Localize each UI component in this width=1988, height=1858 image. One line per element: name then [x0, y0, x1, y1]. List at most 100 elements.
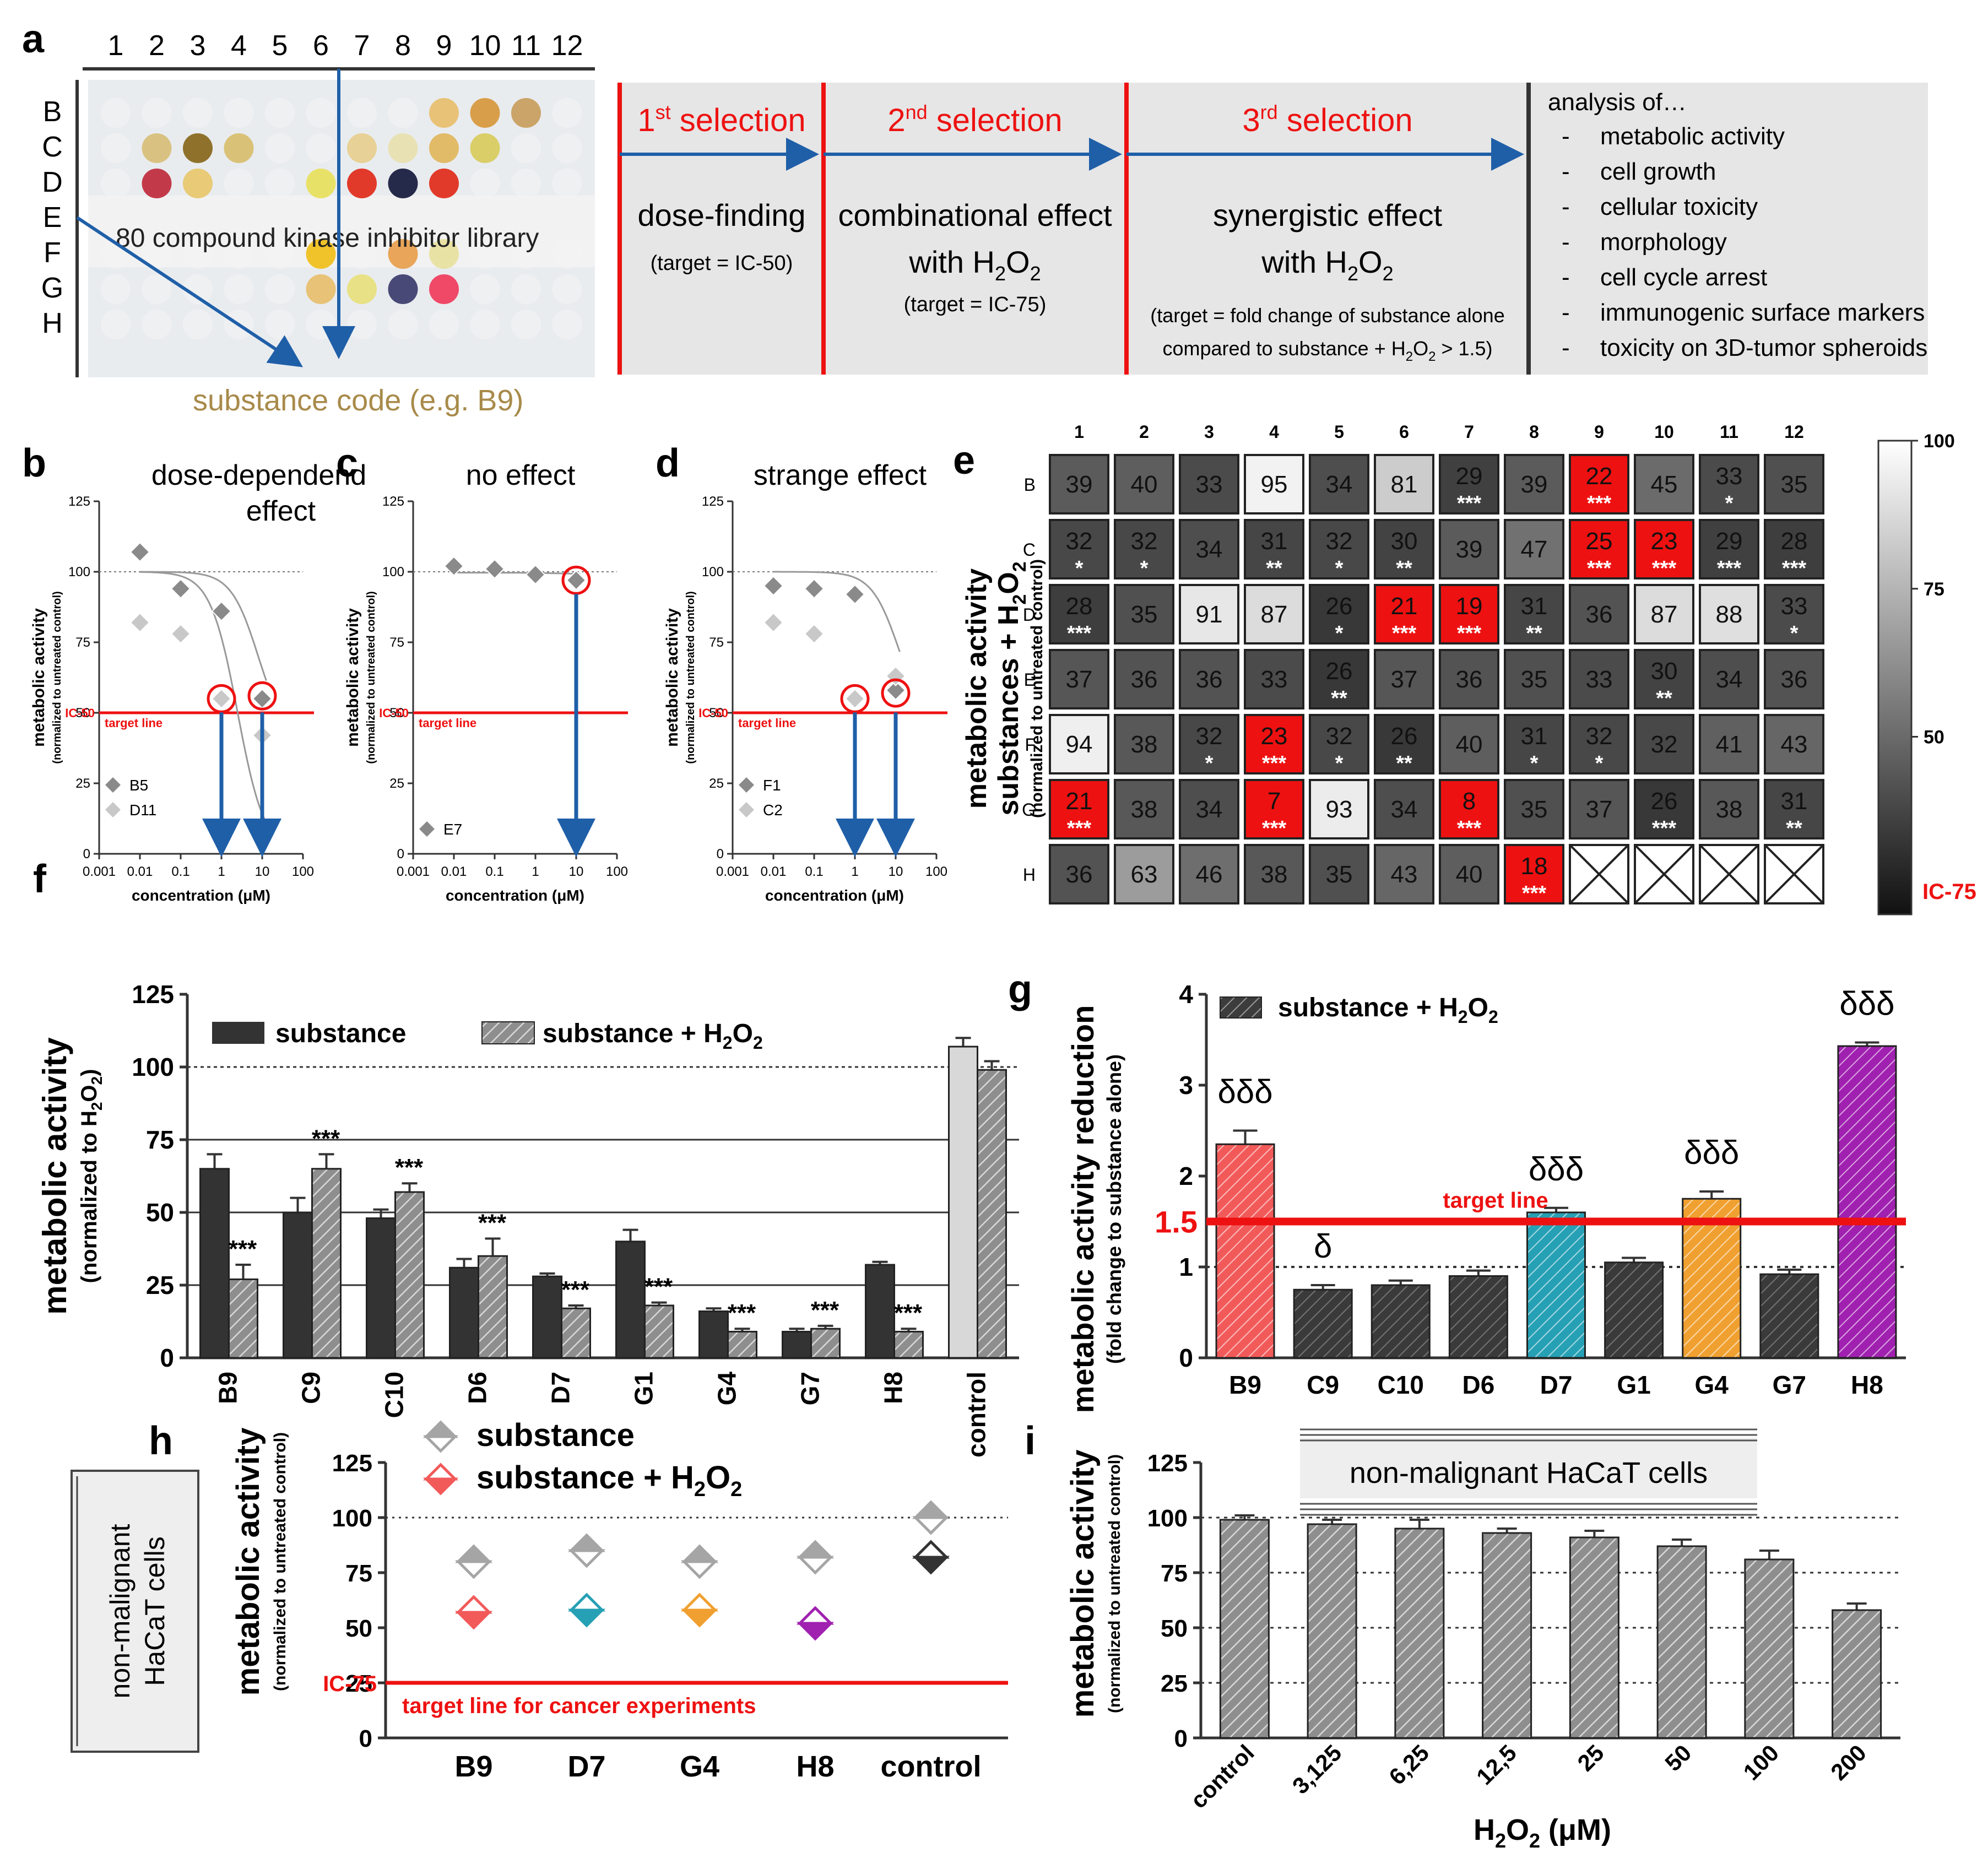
bar — [1219, 1519, 1270, 1739]
y-tick: 1 — [1179, 1253, 1193, 1281]
panel-title: effect — [246, 495, 316, 527]
heatmap-cell — [1049, 519, 1109, 579]
plate-well — [388, 169, 418, 198]
analysis-item: morphology — [1600, 229, 1727, 256]
x-tick: G1 — [1617, 1371, 1650, 1399]
y-tick: 25 — [146, 1271, 174, 1299]
heatmap-value: 32 — [1196, 723, 1223, 750]
plate-well — [183, 133, 213, 163]
heatmap-cell — [1179, 844, 1239, 904]
y-tick: 2 — [1179, 1162, 1193, 1190]
data-point — [844, 584, 865, 605]
y-tick: 4 — [1179, 980, 1193, 1009]
plate-well — [306, 239, 336, 269]
plate-well — [265, 133, 295, 163]
heatmap-stars: *** — [1717, 557, 1742, 580]
plate-well — [470, 239, 500, 269]
y-tick: 100 — [132, 1053, 174, 1081]
side-label: non-malignant HaCaT cells — [105, 1524, 170, 1698]
plate-well — [183, 98, 213, 128]
plate-well — [552, 239, 582, 269]
plate-well — [552, 169, 582, 198]
heatmap-value: 39 — [1066, 471, 1093, 498]
x-tick: 0.01 — [761, 864, 787, 879]
heatmap-cell — [1114, 714, 1174, 774]
data-point — [454, 1595, 493, 1614]
panel-letter-b: b — [22, 441, 46, 485]
plate-well — [101, 133, 131, 163]
bar — [810, 1328, 841, 1359]
heatmap-cell — [1569, 584, 1629, 644]
plate-well — [511, 98, 541, 128]
step-3-text-2: with H2O2 — [1261, 245, 1393, 285]
x-tick: 100 — [606, 864, 628, 879]
heatmap-value: 31 — [1781, 788, 1808, 815]
heatmap-value: 38 — [1261, 861, 1288, 888]
analysis-item: metabolic activity — [1600, 123, 1785, 150]
significance: δδδ — [1839, 985, 1894, 1022]
x-tick: H8 — [1851, 1371, 1883, 1399]
svg-text:metabolic activity: metabolic activity — [961, 568, 993, 809]
plate-well — [306, 310, 336, 339]
selection-circle — [881, 678, 911, 708]
heatmap-cell — [1439, 584, 1499, 644]
target-label: target line for cancer experiments — [402, 1694, 756, 1718]
svg-text:HaCaT cells: HaCaT cells — [139, 1536, 170, 1686]
heatmap-stars: *** — [1587, 557, 1612, 580]
significance: δδδ — [1217, 1074, 1272, 1111]
plate-well — [142, 133, 172, 163]
svg-text:G4: G4 — [713, 1372, 741, 1406]
heatmap-value: 63 — [1131, 861, 1158, 888]
svg-text:metabolic activity: metabolic activity — [230, 1428, 266, 1696]
plate-col-label: 3 — [190, 30, 206, 62]
heatmap-col-label: 5 — [1334, 422, 1344, 442]
bar — [698, 1310, 729, 1359]
bar — [1744, 1558, 1795, 1739]
svg-text:control: control — [962, 1372, 991, 1458]
panel-e: e metabolic activity substances + H2O2 (… — [953, 422, 1976, 916]
data-point — [566, 570, 587, 591]
x-tick: G4 — [680, 1750, 719, 1783]
x-tick: 200 — [1826, 1740, 1871, 1785]
heatmap-value: 93 — [1326, 796, 1353, 823]
heatmap-cell — [1569, 649, 1629, 709]
plate-column-labels: 1 2 3 4 5 6 7 8 9 10 11 12 — [108, 30, 583, 62]
bar — [1759, 1273, 1819, 1359]
analysis-item: toxicity on 3D-tumor spheroids — [1600, 334, 1927, 361]
bar — [1656, 1545, 1707, 1739]
x-tick: B9 — [454, 1750, 492, 1783]
svg-text:D6: D6 — [463, 1372, 492, 1404]
plate-well — [183, 310, 213, 339]
heatmap-value: 30 — [1651, 658, 1678, 685]
legend-marker — [105, 802, 121, 817]
heatmap-cell — [1764, 649, 1824, 709]
data-point — [211, 688, 232, 709]
heatmap-cell — [1049, 844, 1109, 904]
heatmap-cell — [1309, 779, 1369, 839]
heatmap-value: 21 — [1066, 788, 1093, 815]
heatmap-cell — [1634, 454, 1694, 514]
bar — [283, 1211, 313, 1359]
panel-i: i non-malignant HaCaT cells 0 25 50 75 100 125 m… — [1025, 1419, 1900, 1852]
plate-col-label: 12 — [551, 30, 583, 62]
data-point — [567, 1592, 606, 1612]
step-2-heading: 2nd selection — [887, 101, 1062, 138]
heatmap-value: 22 — [1586, 463, 1613, 490]
data-point — [129, 612, 150, 633]
plate-row-label: D — [42, 166, 63, 198]
heatmap-cell — [1634, 714, 1694, 774]
y-tick: 25 — [389, 776, 404, 791]
heatmap-cell — [1179, 584, 1239, 644]
plate-row-label: B — [43, 96, 62, 128]
data-point — [454, 1544, 493, 1563]
svg-text:G7: G7 — [796, 1372, 825, 1405]
plate-well — [101, 310, 131, 339]
heatmap-value: 25 — [1586, 528, 1613, 555]
y-tick: 3 — [1179, 1071, 1193, 1099]
bar — [1394, 1527, 1445, 1739]
heatmap-value: 47 — [1521, 536, 1548, 563]
panel-d: d strange effect 0 25 50 75 100 125 0.001 0.01 0.1… — [656, 441, 947, 904]
substance-code-label: substance code (e.g. B9) — [193, 384, 523, 417]
data-point — [804, 578, 825, 599]
x-tick: G7 — [1773, 1371, 1806, 1399]
